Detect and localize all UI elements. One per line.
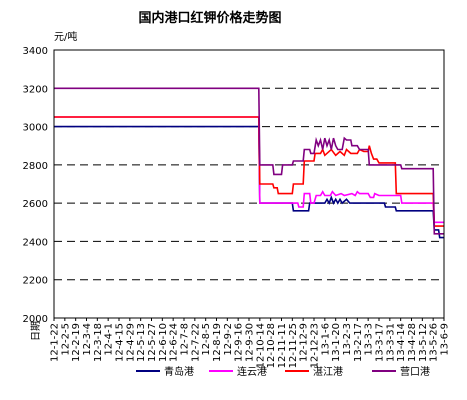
x-tick-label: 12-10-14 [255,323,266,368]
legend-label: 湛江港 [313,366,343,378]
x-tick-label: 12-12-23 [310,323,321,368]
series-line [54,116,444,227]
x-tick-label: 12-5-27 [147,323,158,362]
y-tick-label: 3400 [23,46,48,57]
x-tick-label: 12-8-19 [212,323,223,362]
x-tick-label: 12-4-1 [104,323,115,356]
x-tick-label: 12-4-29 [125,323,136,362]
x-tick-label: 13-3-31 [385,323,396,362]
x-tick-label: 12-7-22 [190,323,201,362]
x-tick-label: 13-1-6 [320,323,331,356]
x-tick-label: 13-4-14 [396,323,407,362]
x-tick-label: 13-4-28 [407,323,418,362]
x-tick-label: 12-2-19 [71,323,82,362]
series-lines [54,87,444,239]
y-tick-label: 2600 [23,199,48,210]
x-tick-label: 13-3-3 [364,323,375,356]
y-tick-label: 2800 [23,161,48,172]
y-tick-label: 2400 [23,237,48,248]
x-tick-label: 12-11-11 [277,323,288,368]
legend-label: 青岛港 [164,365,194,378]
legend-label: 营口港 [400,365,430,378]
legend: 青岛港 连云港 湛江港 营口港 [136,365,430,378]
legend-label: 连云港 [237,365,267,378]
x-tick-label: 12-9-2 [223,323,234,356]
y-axis-ticks: 2000 2200 2400 2600 2800 3000 3200 3400 [23,46,48,325]
x-tick-label: 12-3-18 [93,323,104,362]
y-tick-label: 2200 [23,276,48,287]
x-tick-label: 13-6-9 [440,323,451,356]
x-tick-label: 13-2-17 [353,323,364,362]
x-axis-label: 日期 [30,321,42,341]
y-axis-unit-label: 元/吨 [54,30,77,43]
x-tick-label: 12-12-9 [299,323,310,362]
x-tick-label: 13-1-20 [331,323,342,362]
x-tick-label: 12-6-10 [158,323,169,362]
chart-title: 国内港口红钾价格走势图 [138,10,281,26]
x-tick-label: 12-3-4 [82,323,93,356]
x-tick-label: 12-2-5 [60,323,71,356]
x-tick-label: 12-5-13 [136,323,147,362]
x-tick-label: 12-10-28 [266,323,277,368]
y-tick-label: 3000 [23,123,48,134]
y-tick-label: 2000 [23,314,48,325]
x-tick-label: 12-4-15 [115,323,126,362]
x-tick-label: 12-11-25 [288,323,299,368]
series-line [54,87,444,235]
x-tick-label: 12-7-8 [180,323,191,356]
series-line [54,116,444,224]
x-tick-label: 13-2-3 [342,323,353,356]
y-tick-label: 3200 [23,84,48,95]
x-tick-label: 13-5-12 [418,323,429,362]
x-tick-label: 13-3-17 [375,323,386,362]
x-tick-label: 12-9-30 [245,323,256,362]
x-tick-label: 12-9-16 [234,323,245,362]
x-tick-label: 12-6-24 [169,323,180,362]
x-tick-label: 12-1-22 [50,323,61,362]
plot-frame [53,49,445,319]
series-line [54,125,444,239]
x-axis-ticks: 12-1-22 12-2-5 12-2-19 12-3-4 12-3-18 12-4-1 1… [50,318,451,368]
x-tick-label: 12-8-5 [201,323,212,356]
x-tick-label: 13-5-26 [429,323,440,362]
